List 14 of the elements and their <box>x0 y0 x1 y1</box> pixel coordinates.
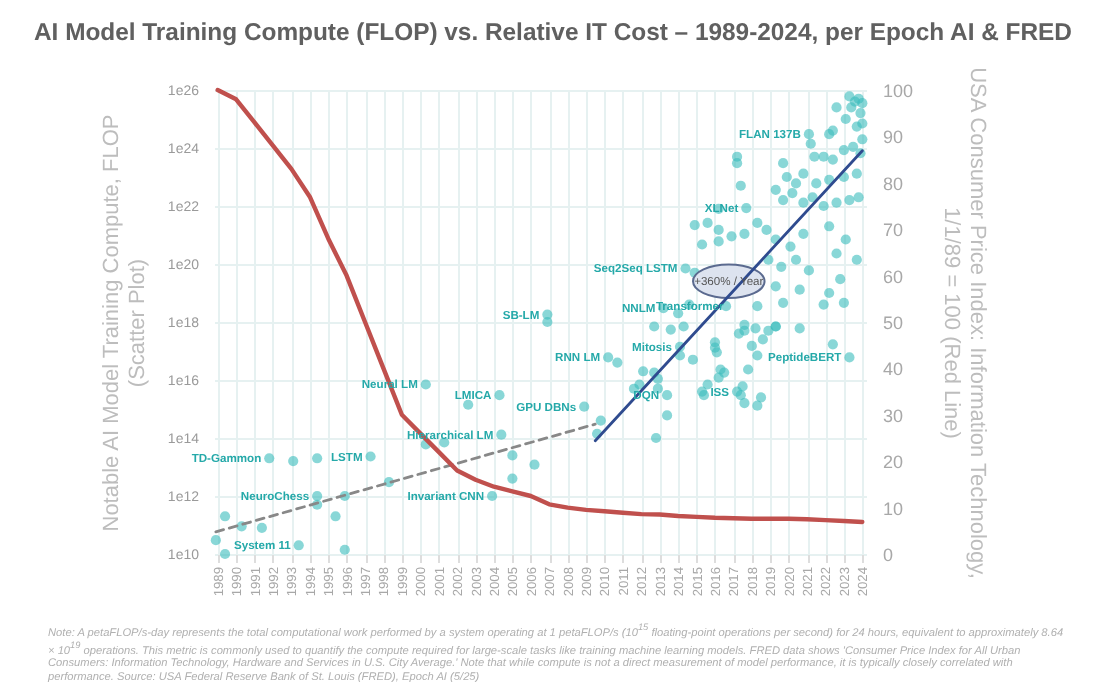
y2-tick-label: 90 <box>883 127 904 148</box>
y2-tick-label: 60 <box>883 266 904 287</box>
y2-axis-title: USA Consumer Price Index: Information Technology, 1/1/89 = 100 (Red Line) <box>939 67 990 579</box>
y2-tick-label: 70 <box>883 220 904 241</box>
y2-tick-label: 0 <box>883 545 894 565</box>
y2-tick-label: 80 <box>883 173 904 194</box>
y2-tick-label: 30 <box>883 405 904 426</box>
chart-title: AI Model Training Compute (FLOP) vs. Relative IT Cost – 1989-2024, per Epoch AI & FRED <box>32 18 1074 46</box>
y-axis-title: Notable AI Model Training Compute, FLOP (Scatter Plot) <box>99 114 150 532</box>
y2-tick-label: 10 <box>883 498 904 519</box>
y2-tick-label: 50 <box>883 313 904 333</box>
y2-tick-label: 40 <box>883 359 904 380</box>
y2-tick-label: 20 <box>883 452 904 473</box>
y2-tick-label: 100 <box>883 81 914 101</box>
